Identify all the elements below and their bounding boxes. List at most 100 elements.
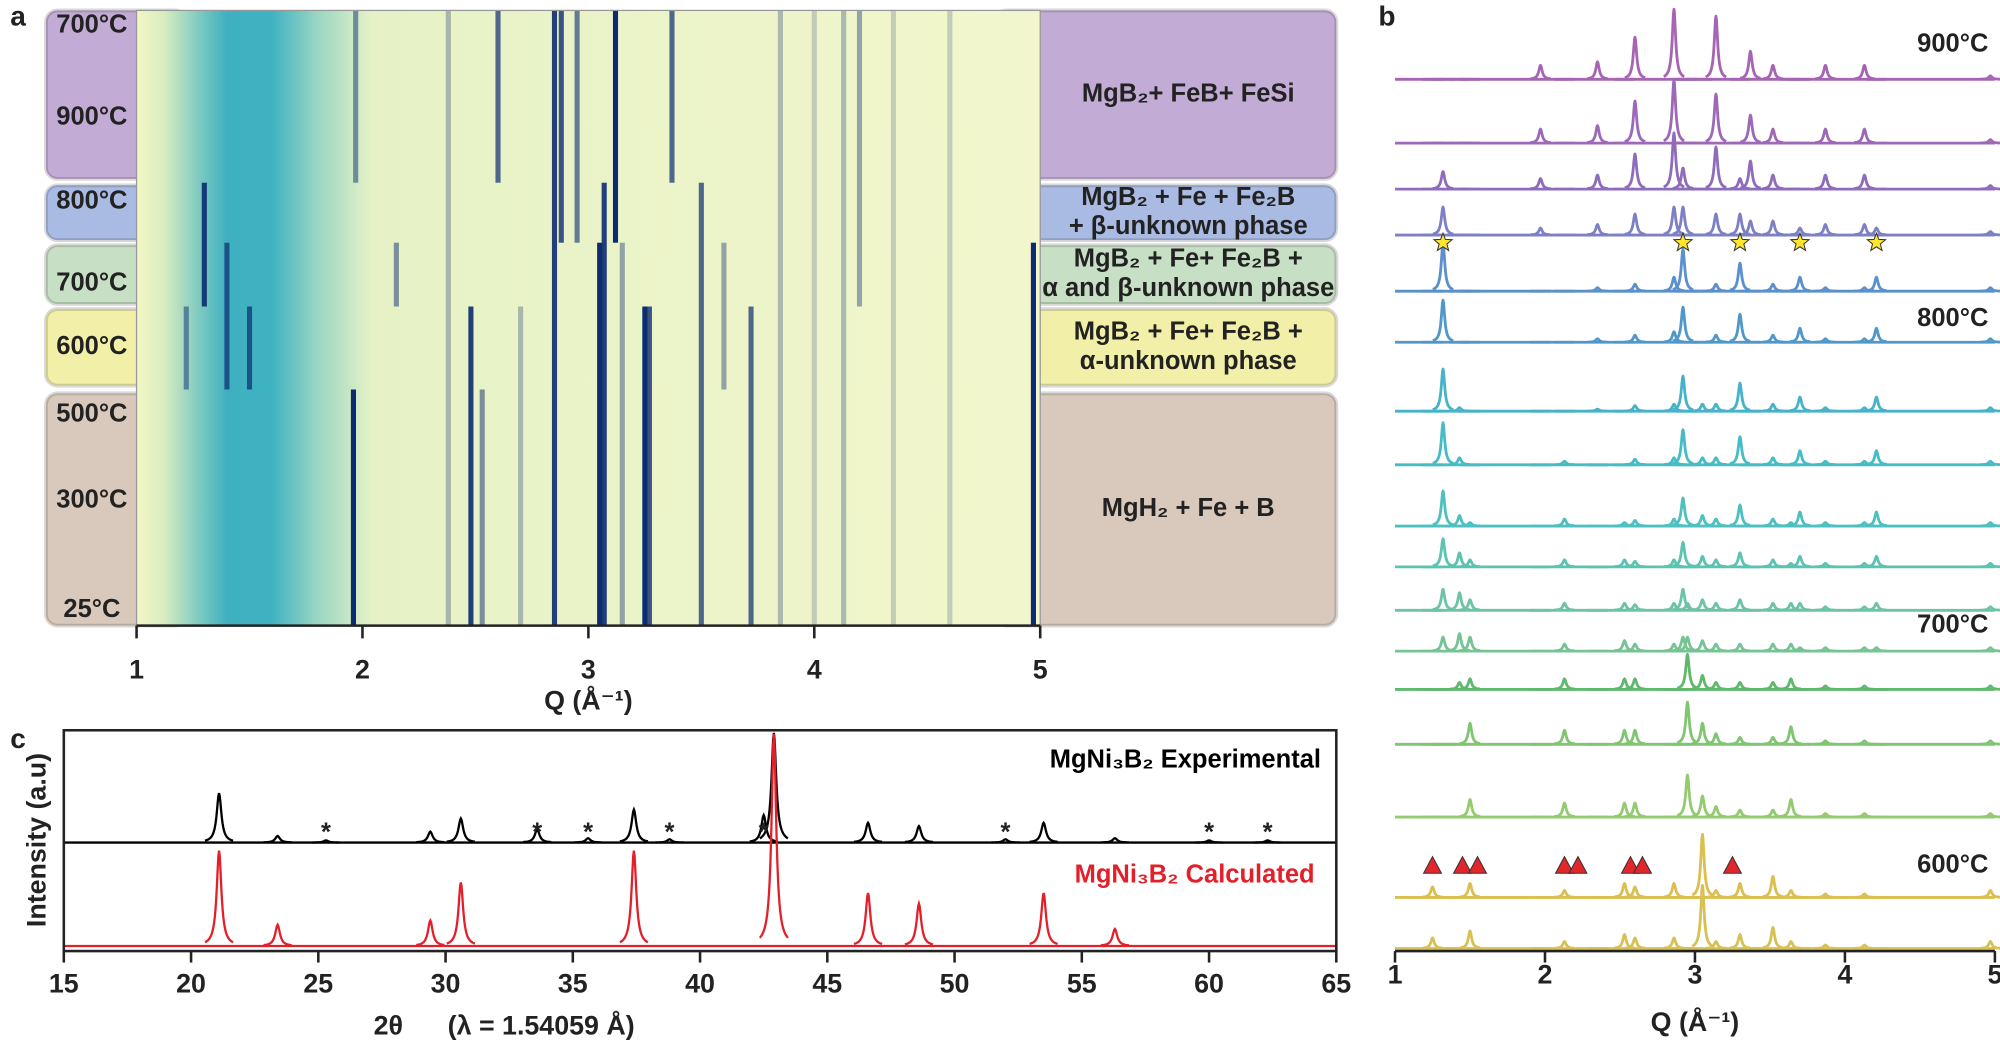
streak <box>551 10 558 626</box>
streak <box>721 242 727 390</box>
peak <box>263 922 292 947</box>
x-tick-label: 2 <box>1538 960 1553 990</box>
peak <box>204 792 234 842</box>
peak <box>1553 517 1576 528</box>
streak <box>350 389 356 626</box>
peak <box>1586 407 1609 413</box>
peak <box>1431 170 1455 190</box>
asterisk: * <box>532 818 542 846</box>
peak <box>311 839 340 844</box>
peak <box>1529 226 1552 237</box>
peak <box>1728 261 1752 292</box>
peak <box>1671 635 1695 652</box>
x-tick-label: 25 <box>303 969 333 999</box>
peak <box>1623 677 1647 691</box>
streak <box>601 182 607 626</box>
peak <box>1458 558 1482 569</box>
peak <box>1814 605 1837 612</box>
heatmap <box>136 10 1041 626</box>
pattern <box>1395 832 2000 899</box>
peak <box>1788 601 1812 612</box>
asterisk: * <box>321 818 331 846</box>
peak <box>1691 883 1714 948</box>
peak <box>416 917 445 947</box>
peak <box>1761 456 1785 466</box>
peak <box>1623 457 1647 466</box>
peak <box>1761 735 1785 746</box>
peak <box>1979 406 2000 413</box>
peak <box>1623 99 1647 143</box>
peak <box>1671 166 1695 190</box>
phase-label: MgH₂ + Fe + B <box>1102 494 1275 522</box>
peak <box>1739 159 1762 190</box>
peak <box>1553 801 1576 818</box>
peak <box>1553 558 1576 569</box>
peak <box>1431 205 1455 236</box>
triangle-marker <box>1620 855 1641 874</box>
peak <box>1788 646 1812 653</box>
pattern <box>1395 773 2000 819</box>
peak <box>1586 124 1609 144</box>
peak <box>1623 936 1647 950</box>
streak <box>574 10 580 243</box>
peak <box>1979 646 2000 653</box>
x-tick-label: 1 <box>129 655 144 685</box>
x-axis-label: Q (Å⁻¹) <box>544 684 633 715</box>
peak <box>1704 212 1728 236</box>
peak <box>1586 173 1609 190</box>
peak <box>1704 282 1728 293</box>
peak <box>1662 936 1686 950</box>
peak <box>1553 601 1576 612</box>
peak <box>1814 173 1837 190</box>
x-tick-label: 35 <box>558 969 588 999</box>
peak <box>1979 739 2000 746</box>
peak <box>1728 435 1752 466</box>
peak <box>1814 812 1837 819</box>
peak <box>1623 212 1647 236</box>
peak <box>1865 395 1888 413</box>
peak <box>1623 152 1647 190</box>
peak <box>1623 35 1647 80</box>
peak <box>1613 801 1636 818</box>
pattern <box>1395 700 2000 746</box>
peak <box>1458 521 1482 528</box>
peak <box>1704 14 1728 79</box>
pattern <box>1395 367 2000 413</box>
triangle-marker <box>1467 855 1488 874</box>
peak <box>1779 798 1803 818</box>
peak <box>853 892 883 946</box>
peak <box>1814 337 1837 344</box>
peak <box>1779 725 1803 746</box>
peak <box>1586 60 1609 81</box>
peak <box>1623 728 1647 746</box>
peak <box>1100 836 1129 844</box>
triangle-marker <box>1452 855 1473 874</box>
pattern <box>1395 652 2000 691</box>
panel-label: b <box>1378 0 1395 31</box>
phase-label: MgB₂ + Fe + Fe₂B <box>1081 183 1295 211</box>
peak <box>1761 642 1785 653</box>
peak <box>1761 680 1785 691</box>
peak <box>1761 63 1785 81</box>
asterisk: * <box>1000 818 1010 846</box>
peak <box>1253 839 1282 844</box>
star-marker <box>1865 231 1887 252</box>
peak <box>1704 92 1728 143</box>
peak <box>1814 561 1837 569</box>
peak <box>1865 326 1888 344</box>
peak <box>1553 889 1576 899</box>
phase-label: α-unknown phase <box>1080 347 1297 375</box>
peak <box>1458 635 1482 652</box>
peak <box>1779 677 1803 691</box>
streak <box>246 306 253 390</box>
streak <box>393 242 399 307</box>
peak <box>1788 275 1812 293</box>
peak <box>1814 63 1837 81</box>
series-label: MgNi₃B₂ Experimental <box>1050 746 1321 774</box>
peak <box>1865 226 1888 237</box>
peak <box>1979 184 2000 191</box>
peak <box>1865 510 1888 527</box>
streak <box>1030 242 1036 626</box>
peak <box>1788 449 1812 466</box>
